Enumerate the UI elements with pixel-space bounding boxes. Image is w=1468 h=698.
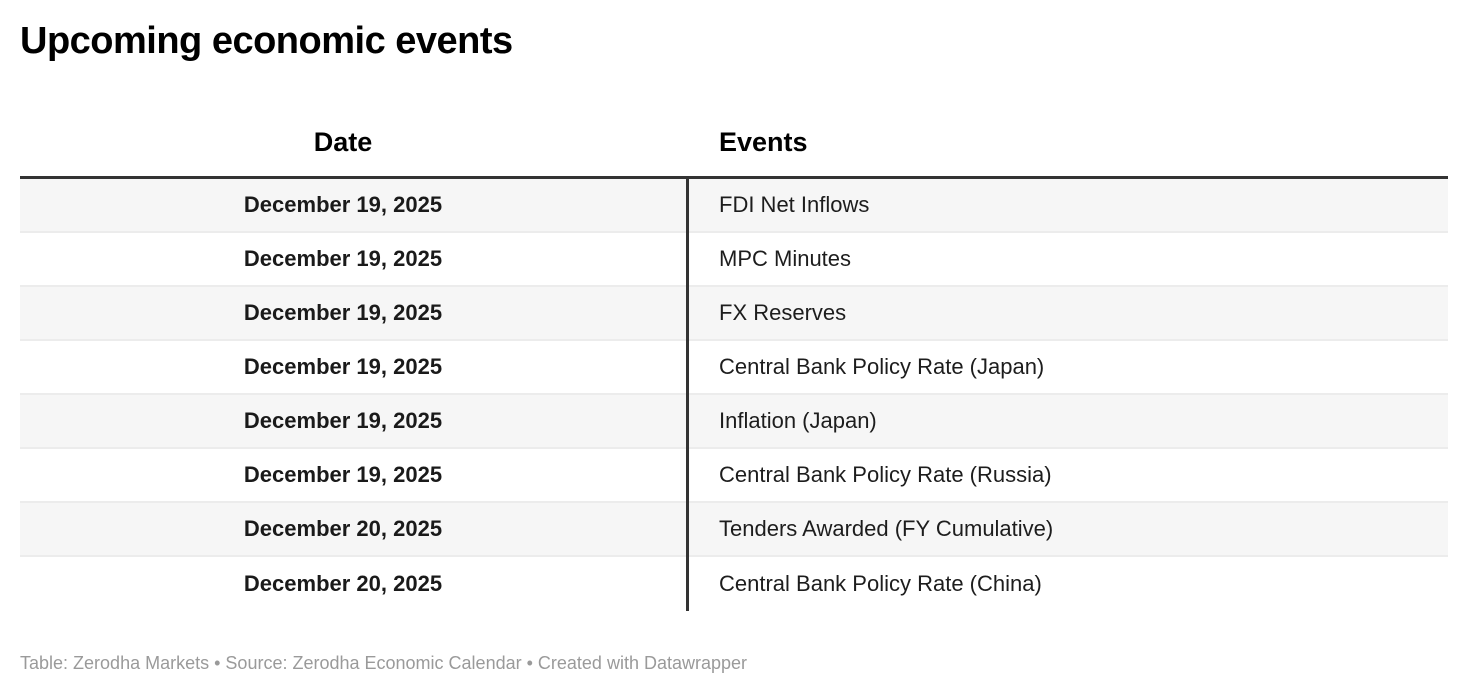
event-cell: Central Bank Policy Rate (China): [719, 571, 1042, 596]
event-cell: Central Bank Policy Rate (Russia): [719, 462, 1052, 487]
date-cell: December 20, 2025: [243, 571, 443, 596]
event-cell: FX Reserves: [719, 300, 847, 325]
header-cell-events: Events: [719, 126, 808, 157]
table-header-row: Date Events: [20, 108, 1448, 176]
footer-source-link[interactable]: Zerodha Economic Calendar: [292, 653, 522, 673]
table-body: December 19, 2025 FDI Net Inflows Decemb…: [20, 179, 1448, 611]
date-cell: December 19, 2025: [243, 462, 443, 487]
date-cell: December 19, 2025: [243, 246, 443, 271]
table-row: December 20, 2025 Central Bank Policy Ra…: [20, 557, 1448, 611]
header-rule: [20, 176, 1448, 179]
footer-table-link[interactable]: Zerodha Markets: [73, 653, 210, 673]
date-cell: December 19, 2025: [243, 408, 443, 433]
economic-events-table: Date Events December 19, 2025 FDI Net In…: [20, 108, 1448, 611]
event-cell: Central Bank Policy Rate (Japan): [719, 354, 1045, 379]
column-divider: [686, 179, 689, 611]
date-cell: December 20, 2025: [243, 516, 443, 541]
table-row: December 19, 2025 Central Bank Policy Ra…: [20, 449, 1448, 503]
table-row: December 20, 2025 Tenders Awarded (FY Cu…: [20, 503, 1448, 557]
footer-separator: •: [521, 653, 538, 673]
date-cell: December 19, 2025: [243, 192, 443, 217]
table-row: December 19, 2025 Central Bank Policy Ra…: [20, 341, 1448, 395]
table-row: December 19, 2025 Inflation (Japan): [20, 395, 1448, 449]
event-cell: MPC Minutes: [719, 246, 852, 271]
event-cell: Tenders Awarded (FY Cumulative): [719, 516, 1054, 541]
header-cell-date: Date: [313, 126, 373, 157]
event-cell: FDI Net Inflows: [719, 192, 870, 217]
footer-created-label: Created with: [537, 653, 644, 673]
date-cell: December 19, 2025: [243, 300, 443, 325]
table-row: December 19, 2025 MPC Minutes: [20, 233, 1448, 287]
footer-attribution: Table: Zerodha Markets • Source: Zerodha…: [20, 651, 1448, 675]
table-row: December 19, 2025 FDI Net Inflows: [20, 179, 1448, 233]
table-row: December 19, 2025 FX Reserves: [20, 287, 1448, 341]
footer-table-label: Table:: [20, 653, 74, 673]
page-title: Upcoming economic events: [20, 20, 513, 62]
footer-separator: •: [209, 653, 226, 673]
footer-datawrapper-link[interactable]: Datawrapper: [643, 653, 748, 673]
date-cell: December 19, 2025: [243, 354, 443, 379]
footer-source-label: Source:: [225, 653, 293, 673]
event-cell: Inflation (Japan): [719, 408, 877, 433]
